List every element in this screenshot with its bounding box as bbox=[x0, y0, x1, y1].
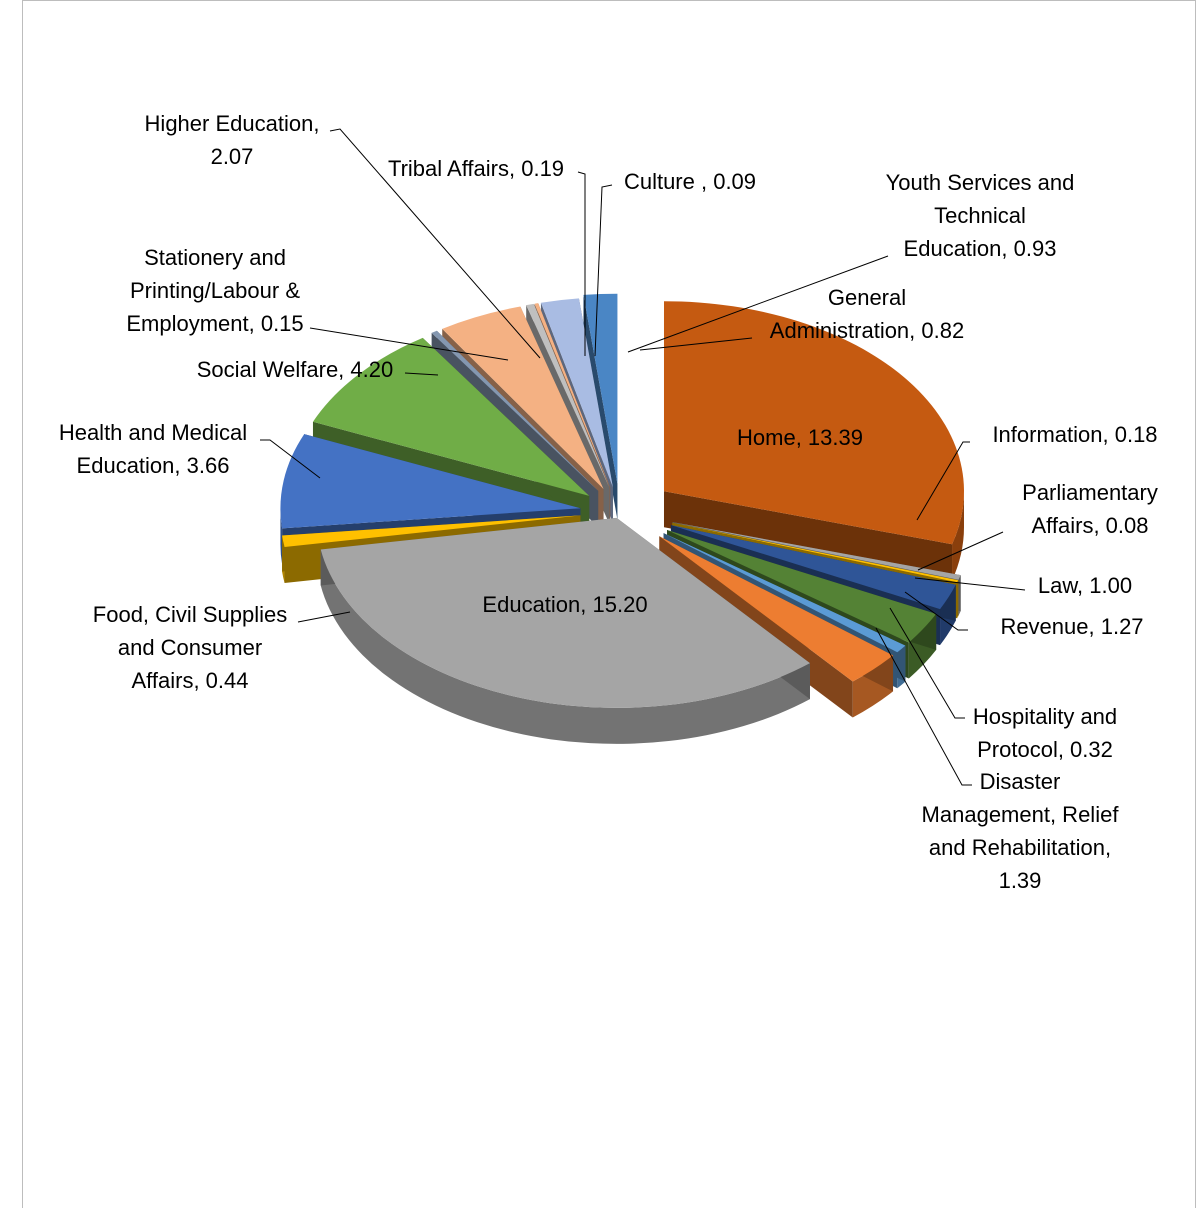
data-label-line: Stationery and bbox=[144, 245, 286, 270]
pie-slice-top bbox=[442, 306, 604, 490]
chart-frame bbox=[22, 0, 1196, 1208]
data-label-line: Education, 15.20 bbox=[482, 592, 647, 617]
data-label-youth-services-and-technical-education: Youth Services and Technical Education, 0.… bbox=[886, 170, 1075, 261]
pie-slice-top bbox=[667, 529, 937, 643]
data-label-general-administration: General Administration, 0.82 bbox=[770, 285, 964, 343]
leader-line-culture bbox=[594, 184, 613, 357]
pie-slice-home bbox=[663, 301, 964, 581]
data-label-culture: Culture , 0.09 bbox=[624, 169, 756, 194]
pie-slice-top bbox=[282, 515, 581, 547]
data-label-line: Technical bbox=[934, 203, 1026, 228]
leader-line-disaster-management-relief-and-rehabilitation bbox=[875, 627, 972, 786]
leader-line-hospitality-and-protocol bbox=[889, 607, 965, 719]
data-label-line: Higher Education, bbox=[145, 111, 320, 136]
leader-line-youth-services-and-technical-education bbox=[627, 255, 889, 353]
pie-slice-top bbox=[672, 522, 961, 580]
pie-slice-top bbox=[526, 303, 610, 488]
pie-slice-education bbox=[320, 517, 810, 744]
data-label-line: Hospitality and bbox=[973, 704, 1117, 729]
data-label-line: Affairs, 0.08 bbox=[1032, 513, 1149, 538]
leader-line-parliamentary-affairs bbox=[917, 531, 1004, 571]
data-label-line: and Rehabilitation, bbox=[929, 835, 1111, 860]
data-label-line: Information, 0.18 bbox=[992, 422, 1157, 447]
data-label-line: Administration, 0.82 bbox=[770, 318, 964, 343]
leader-line-stationery-and-printing-labour-employment bbox=[309, 327, 509, 361]
pie-slice-top bbox=[672, 522, 959, 583]
data-label-line: Law, 1.00 bbox=[1038, 573, 1132, 598]
data-label-stationery-and-printing-labour-employment: Stationery and Printing/Labour & Employmen… bbox=[126, 245, 303, 336]
pie-slice-top bbox=[583, 293, 618, 484]
data-label-line: Management, Relief bbox=[922, 802, 1120, 827]
leader-line-social-welfare bbox=[404, 372, 439, 376]
data-label-line: Education, 3.66 bbox=[77, 453, 230, 478]
data-label-tribal-affairs: Tribal Affairs, 0.19 bbox=[388, 156, 564, 181]
pie-slice-side bbox=[583, 294, 618, 520]
data-label-line: Printing/Labour & bbox=[130, 278, 300, 303]
pie-slice-wall bbox=[280, 508, 283, 565]
data-label-line: Tribal Affairs, 0.19 bbox=[388, 156, 564, 181]
leader-line-revenue bbox=[904, 591, 968, 631]
leader-line-general-administration bbox=[639, 337, 753, 351]
data-label-health-and-medical-education: Health and Medical Education, 3.66 bbox=[59, 420, 247, 478]
leader-line-health-and-medical-education bbox=[260, 439, 321, 479]
data-label-line: General bbox=[828, 285, 906, 310]
data-label-line: Employment, 0.15 bbox=[126, 311, 303, 336]
data-label-line: Revenue, 1.27 bbox=[1000, 614, 1143, 639]
data-label-food-civil-supplies-and-consumer-affairs: Food, Civil Supplies and Consumer Affairs,… bbox=[93, 602, 287, 693]
data-label-social-welfare: Social Welfare, 4.20 bbox=[197, 357, 393, 382]
slices-layer bbox=[280, 293, 964, 744]
data-label-line: Social Welfare, 4.20 bbox=[197, 357, 393, 382]
pie-slice-side bbox=[663, 491, 953, 581]
leader-line-higher-education bbox=[329, 128, 541, 359]
data-label-line: 2.07 bbox=[211, 144, 254, 169]
pie-slice-top bbox=[431, 330, 599, 491]
pie-slice-wall bbox=[320, 549, 810, 744]
pie-slice-top bbox=[534, 303, 611, 488]
pie-slice-top bbox=[280, 434, 581, 529]
leader-lines-layer bbox=[260, 128, 1026, 786]
leader-line-information bbox=[916, 441, 970, 521]
data-label-education: Education, 15.20 bbox=[482, 592, 647, 617]
pie-slice-top bbox=[320, 517, 810, 708]
pie-slice-top bbox=[659, 536, 894, 682]
labels-layer: Home, 13.39 Information, 0.18 Parliamentar… bbox=[59, 111, 1158, 893]
data-label-line: Youth Services and bbox=[886, 170, 1075, 195]
data-label-disaster-management-relief-and-rehabilitation: Disaster Management, Relief and Rehabilita… bbox=[922, 769, 1120, 893]
data-label-line: 1.39 bbox=[999, 868, 1042, 893]
pie-slice-wall bbox=[952, 491, 964, 581]
data-label-line: Affairs, 0.44 bbox=[132, 668, 249, 693]
pie-slice-top bbox=[663, 301, 964, 545]
data-label-line: Food, Civil Supplies bbox=[93, 602, 287, 627]
data-label-line: and Consumer bbox=[118, 635, 262, 660]
data-label-line: Disaster bbox=[980, 769, 1061, 794]
pie-slice-top bbox=[540, 298, 613, 488]
data-label-information: Information, 0.18 bbox=[992, 422, 1157, 447]
pie-slice-top bbox=[312, 337, 590, 496]
data-label-line: Health and Medical bbox=[59, 420, 247, 445]
data-label-law: Law, 1.00 bbox=[1038, 573, 1132, 598]
data-label-parliamentary-affairs: Parliamentary Affairs, 0.08 bbox=[1022, 480, 1158, 538]
data-label-line: Home, 13.39 bbox=[737, 425, 863, 450]
data-label-line: Culture , 0.09 bbox=[624, 169, 756, 194]
leader-line-tribal-affairs bbox=[577, 171, 586, 356]
leader-line-food-civil-supplies-and-consumer-affairs bbox=[297, 611, 351, 623]
leader-line-law bbox=[914, 577, 1026, 591]
data-label-line: Parliamentary bbox=[1022, 480, 1158, 505]
pie-slice-top bbox=[663, 533, 906, 653]
data-label-line: Education, 0.93 bbox=[904, 236, 1057, 261]
data-label-home: Home, 13.39 bbox=[737, 425, 863, 450]
data-label-line: Protocol, 0.32 bbox=[977, 737, 1113, 762]
pie-slice-top bbox=[670, 525, 956, 610]
data-label-revenue: Revenue, 1.27 bbox=[1000, 614, 1143, 639]
data-label-hospitality-and-protocol: Hospitality and Protocol, 0.32 bbox=[973, 704, 1117, 762]
pie-slice-general-administration bbox=[583, 293, 618, 520]
data-label-higher-education: Higher Education, 2.07 bbox=[145, 111, 320, 169]
